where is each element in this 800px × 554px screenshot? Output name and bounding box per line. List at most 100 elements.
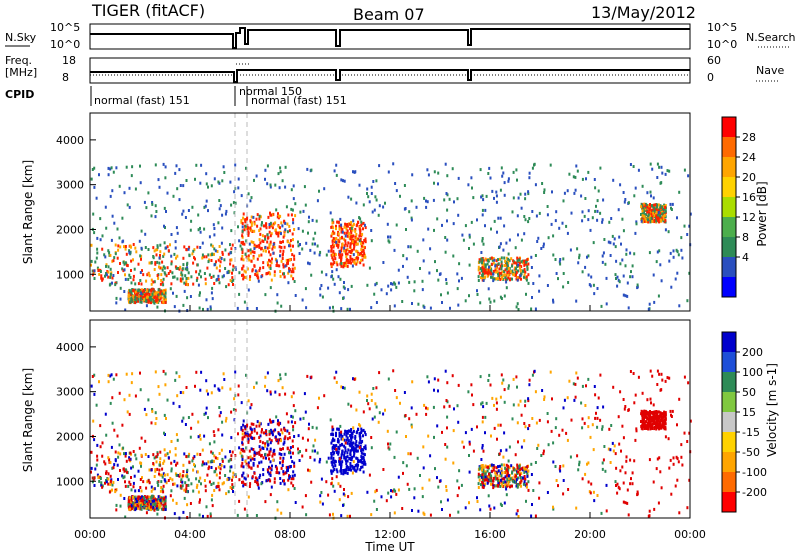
echo-cell (386, 429, 389, 433)
echo-cell (219, 264, 221, 268)
echo-cell (645, 420, 647, 424)
echo-cell (499, 271, 502, 275)
echo-cell (362, 462, 365, 466)
echo-cell (358, 183, 361, 187)
echo-cell (249, 226, 252, 230)
echo-cell (516, 466, 519, 470)
echo-cell (657, 203, 660, 207)
echo-cell (174, 240, 177, 244)
echo-cell (500, 474, 503, 478)
echo-cell (689, 212, 692, 216)
echo-cell (181, 212, 184, 216)
echo-cell (362, 221, 365, 225)
echo-cell (292, 270, 295, 274)
echo-cell (240, 448, 243, 452)
echo-cell (121, 267, 124, 271)
echo-cell (181, 474, 184, 478)
echo-cell (515, 512, 518, 516)
echo-cell (240, 454, 243, 458)
echo-cell (416, 456, 419, 460)
echo-cell (331, 477, 334, 481)
echo-cell (387, 491, 390, 495)
echo-cell (229, 469, 232, 473)
echo-cell (261, 441, 264, 445)
echo-cell (618, 487, 621, 491)
echo-cell (347, 288, 350, 292)
echo-cell (174, 246, 177, 250)
echo-cell (266, 447, 269, 451)
echo-cell (104, 255, 107, 259)
echo-cell (196, 470, 199, 474)
echo-cell (484, 208, 487, 212)
echo-cell (503, 224, 506, 228)
echo-cell (480, 195, 483, 199)
echo-cell (663, 420, 666, 424)
echo-cell (183, 245, 186, 249)
echo-cell (658, 423, 661, 427)
echo-cell (272, 251, 275, 255)
echo-cell (246, 434, 249, 438)
echo-cell (642, 210, 645, 214)
echo-cell (218, 269, 221, 273)
echo-cell (347, 495, 350, 499)
station-title: TIGER (fitACF) (91, 1, 205, 20)
echo-cell (661, 419, 664, 423)
echo-cell (663, 426, 665, 430)
echo-cell (179, 184, 182, 187)
echo-cell (146, 502, 149, 506)
echo-cell (140, 300, 143, 304)
echo-cell (512, 273, 515, 277)
echo-cell (607, 240, 610, 244)
echo-cell (566, 396, 569, 400)
echo-cell (151, 499, 154, 503)
echo-cell (517, 515, 520, 518)
echo-cell (283, 233, 286, 237)
echo-cell (163, 299, 166, 302)
echo-cell (218, 488, 221, 492)
echo-cell (602, 251, 605, 255)
echo-cell (688, 431, 691, 435)
echo-cell (643, 409, 646, 413)
echo-cell (160, 507, 163, 511)
echo-cell (527, 427, 530, 431)
echo-cell (586, 462, 588, 466)
echo-cell (641, 391, 644, 395)
echo-cell (130, 466, 133, 470)
echo-cell (655, 423, 658, 427)
echo-cell (686, 506, 689, 510)
echo-cell (280, 232, 282, 236)
echo-cell (481, 468, 483, 472)
echo-cell (165, 481, 168, 485)
echo-cell (238, 292, 241, 296)
echo-cell (151, 201, 154, 204)
echo-cell (662, 217, 665, 221)
echo-cell (255, 307, 258, 310)
echo-cell (261, 428, 263, 432)
echo-cell (481, 208, 484, 212)
echo-cell (212, 223, 215, 227)
echo-cell (664, 426, 667, 429)
echo-cell (646, 417, 649, 421)
echo-cell (246, 514, 249, 517)
echo-cell (406, 275, 409, 279)
echo-cell (520, 467, 523, 471)
echo-cell (397, 281, 400, 285)
echo-cell (238, 239, 241, 243)
echo-cell (652, 273, 655, 277)
echo-cell (142, 288, 145, 292)
echo-cell (655, 426, 658, 430)
echo-cell (422, 259, 425, 263)
echo-cell (551, 397, 553, 401)
echo-cell (112, 170, 115, 174)
echo-cell (527, 397, 530, 401)
echo-cell (561, 221, 564, 225)
echo-cell (274, 228, 277, 232)
echo-cell (331, 446, 334, 450)
echo-cell (154, 215, 157, 219)
echo-cell (134, 301, 137, 305)
echo-cell (527, 262, 530, 266)
echo-cell (287, 271, 290, 275)
echo-cell (134, 187, 137, 191)
echo-cell (599, 166, 602, 170)
echo-cell (126, 410, 129, 414)
